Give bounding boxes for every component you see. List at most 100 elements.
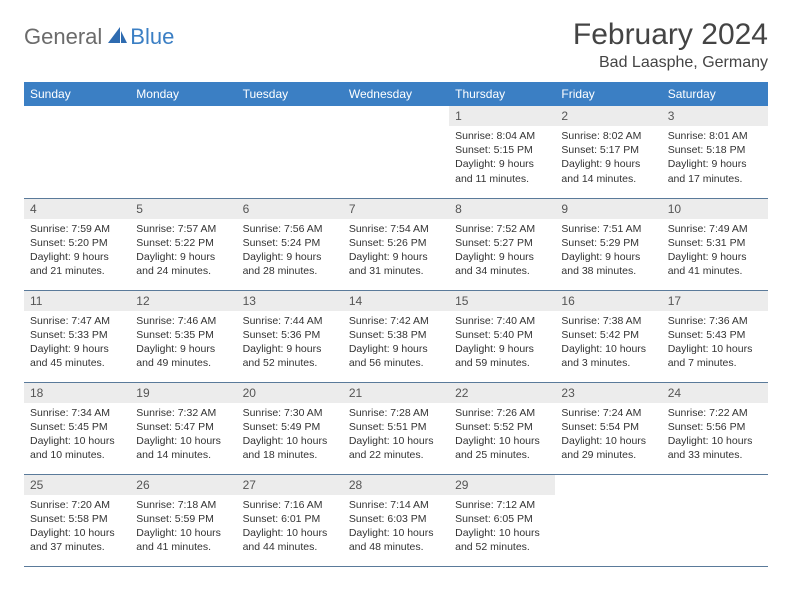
calendar-day-cell: 21Sunrise: 7:28 AMSunset: 5:51 PMDayligh… — [343, 382, 449, 474]
calendar-day-cell: 7Sunrise: 7:54 AMSunset: 5:26 PMDaylight… — [343, 198, 449, 290]
day-number: 17 — [662, 291, 768, 311]
day-details: Sunrise: 7:40 AMSunset: 5:40 PMDaylight:… — [449, 311, 555, 375]
day-details: Sunrise: 7:20 AMSunset: 5:58 PMDaylight:… — [24, 495, 130, 559]
calendar-day-cell: 13Sunrise: 7:44 AMSunset: 5:36 PMDayligh… — [237, 290, 343, 382]
day-details: Sunrise: 7:24 AMSunset: 5:54 PMDaylight:… — [555, 403, 661, 467]
calendar-day-cell: 6Sunrise: 7:56 AMSunset: 5:24 PMDaylight… — [237, 198, 343, 290]
title-block: February 2024 Bad Laasphe, Germany — [573, 18, 768, 72]
calendar-row: 4Sunrise: 7:59 AMSunset: 5:20 PMDaylight… — [24, 198, 768, 290]
day-number: 3 — [662, 106, 768, 126]
calendar-row: 1Sunrise: 8:04 AMSunset: 5:15 PMDaylight… — [24, 106, 768, 198]
calendar-day-cell: 14Sunrise: 7:42 AMSunset: 5:38 PMDayligh… — [343, 290, 449, 382]
day-number: 10 — [662, 199, 768, 219]
calendar-empty-cell — [130, 106, 236, 198]
calendar-day-cell: 2Sunrise: 8:02 AMSunset: 5:17 PMDaylight… — [555, 106, 661, 198]
weekday-header: Saturday — [662, 82, 768, 106]
calendar-row: 18Sunrise: 7:34 AMSunset: 5:45 PMDayligh… — [24, 382, 768, 474]
calendar-day-cell: 24Sunrise: 7:22 AMSunset: 5:56 PMDayligh… — [662, 382, 768, 474]
day-number: 28 — [343, 475, 449, 495]
day-details: Sunrise: 7:54 AMSunset: 5:26 PMDaylight:… — [343, 219, 449, 283]
day-number: 14 — [343, 291, 449, 311]
calendar-day-cell: 3Sunrise: 8:01 AMSunset: 5:18 PMDaylight… — [662, 106, 768, 198]
calendar-body: 1Sunrise: 8:04 AMSunset: 5:15 PMDaylight… — [24, 106, 768, 566]
logo: General Blue — [24, 18, 174, 50]
day-details: Sunrise: 7:44 AMSunset: 5:36 PMDaylight:… — [237, 311, 343, 375]
calendar-empty-cell — [343, 106, 449, 198]
day-number: 24 — [662, 383, 768, 403]
calendar-empty-cell — [555, 474, 661, 566]
day-details: Sunrise: 8:04 AMSunset: 5:15 PMDaylight:… — [449, 126, 555, 190]
weekday-header: Sunday — [24, 82, 130, 106]
calendar-day-cell: 29Sunrise: 7:12 AMSunset: 6:05 PMDayligh… — [449, 474, 555, 566]
calendar-day-cell: 20Sunrise: 7:30 AMSunset: 5:49 PMDayligh… — [237, 382, 343, 474]
calendar-day-cell: 22Sunrise: 7:26 AMSunset: 5:52 PMDayligh… — [449, 382, 555, 474]
calendar-day-cell: 27Sunrise: 7:16 AMSunset: 6:01 PMDayligh… — [237, 474, 343, 566]
day-details: Sunrise: 7:26 AMSunset: 5:52 PMDaylight:… — [449, 403, 555, 467]
day-details: Sunrise: 7:57 AMSunset: 5:22 PMDaylight:… — [130, 219, 236, 283]
weekday-header: Tuesday — [237, 82, 343, 106]
day-number: 18 — [24, 383, 130, 403]
day-details: Sunrise: 7:51 AMSunset: 5:29 PMDaylight:… — [555, 219, 661, 283]
logo-sail-icon — [106, 25, 128, 50]
calendar-day-cell: 1Sunrise: 8:04 AMSunset: 5:15 PMDaylight… — [449, 106, 555, 198]
day-details: Sunrise: 7:18 AMSunset: 5:59 PMDaylight:… — [130, 495, 236, 559]
calendar-row: 11Sunrise: 7:47 AMSunset: 5:33 PMDayligh… — [24, 290, 768, 382]
day-number: 5 — [130, 199, 236, 219]
calendar-day-cell: 26Sunrise: 7:18 AMSunset: 5:59 PMDayligh… — [130, 474, 236, 566]
calendar-day-cell: 12Sunrise: 7:46 AMSunset: 5:35 PMDayligh… — [130, 290, 236, 382]
day-details: Sunrise: 7:16 AMSunset: 6:01 PMDaylight:… — [237, 495, 343, 559]
weekday-header: Friday — [555, 82, 661, 106]
day-number: 19 — [130, 383, 236, 403]
day-number: 12 — [130, 291, 236, 311]
day-details: Sunrise: 7:22 AMSunset: 5:56 PMDaylight:… — [662, 403, 768, 467]
calendar-empty-cell — [662, 474, 768, 566]
day-details: Sunrise: 7:42 AMSunset: 5:38 PMDaylight:… — [343, 311, 449, 375]
calendar-day-cell: 16Sunrise: 7:38 AMSunset: 5:42 PMDayligh… — [555, 290, 661, 382]
day-details: Sunrise: 8:01 AMSunset: 5:18 PMDaylight:… — [662, 126, 768, 190]
day-details: Sunrise: 7:12 AMSunset: 6:05 PMDaylight:… — [449, 495, 555, 559]
calendar-day-cell: 25Sunrise: 7:20 AMSunset: 5:58 PMDayligh… — [24, 474, 130, 566]
calendar-day-cell: 8Sunrise: 7:52 AMSunset: 5:27 PMDaylight… — [449, 198, 555, 290]
calendar-day-cell: 11Sunrise: 7:47 AMSunset: 5:33 PMDayligh… — [24, 290, 130, 382]
day-number: 9 — [555, 199, 661, 219]
day-number: 15 — [449, 291, 555, 311]
day-details: Sunrise: 7:49 AMSunset: 5:31 PMDaylight:… — [662, 219, 768, 283]
logo-text-blue: Blue — [130, 24, 174, 50]
day-number: 25 — [24, 475, 130, 495]
day-number: 23 — [555, 383, 661, 403]
day-details: Sunrise: 7:34 AMSunset: 5:45 PMDaylight:… — [24, 403, 130, 467]
day-number: 29 — [449, 475, 555, 495]
day-details: Sunrise: 7:38 AMSunset: 5:42 PMDaylight:… — [555, 311, 661, 375]
calendar-day-cell: 4Sunrise: 7:59 AMSunset: 5:20 PMDaylight… — [24, 198, 130, 290]
day-number: 11 — [24, 291, 130, 311]
calendar-empty-cell — [237, 106, 343, 198]
page-header: General Blue February 2024 Bad Laasphe, … — [24, 18, 768, 72]
day-details: Sunrise: 7:14 AMSunset: 6:03 PMDaylight:… — [343, 495, 449, 559]
day-details: Sunrise: 7:47 AMSunset: 5:33 PMDaylight:… — [24, 311, 130, 375]
day-number: 26 — [130, 475, 236, 495]
day-details: Sunrise: 7:52 AMSunset: 5:27 PMDaylight:… — [449, 219, 555, 283]
day-details: Sunrise: 7:32 AMSunset: 5:47 PMDaylight:… — [130, 403, 236, 467]
calendar-day-cell: 15Sunrise: 7:40 AMSunset: 5:40 PMDayligh… — [449, 290, 555, 382]
day-number: 13 — [237, 291, 343, 311]
day-details: Sunrise: 8:02 AMSunset: 5:17 PMDaylight:… — [555, 126, 661, 190]
day-details: Sunrise: 7:59 AMSunset: 5:20 PMDaylight:… — [24, 219, 130, 283]
calendar-row: 25Sunrise: 7:20 AMSunset: 5:58 PMDayligh… — [24, 474, 768, 566]
day-number: 27 — [237, 475, 343, 495]
month-title: February 2024 — [573, 18, 768, 52]
day-details: Sunrise: 7:46 AMSunset: 5:35 PMDaylight:… — [130, 311, 236, 375]
calendar-day-cell: 19Sunrise: 7:32 AMSunset: 5:47 PMDayligh… — [130, 382, 236, 474]
day-number: 22 — [449, 383, 555, 403]
day-details: Sunrise: 7:56 AMSunset: 5:24 PMDaylight:… — [237, 219, 343, 283]
weekday-header: Wednesday — [343, 82, 449, 106]
calendar-table: SundayMondayTuesdayWednesdayThursdayFrid… — [24, 82, 768, 567]
day-number: 6 — [237, 199, 343, 219]
day-number: 1 — [449, 106, 555, 126]
calendar-day-cell: 18Sunrise: 7:34 AMSunset: 5:45 PMDayligh… — [24, 382, 130, 474]
weekday-header: Monday — [130, 82, 236, 106]
day-number: 8 — [449, 199, 555, 219]
day-number: 7 — [343, 199, 449, 219]
location-text: Bad Laasphe, Germany — [573, 54, 768, 72]
day-number: 16 — [555, 291, 661, 311]
day-number: 2 — [555, 106, 661, 126]
